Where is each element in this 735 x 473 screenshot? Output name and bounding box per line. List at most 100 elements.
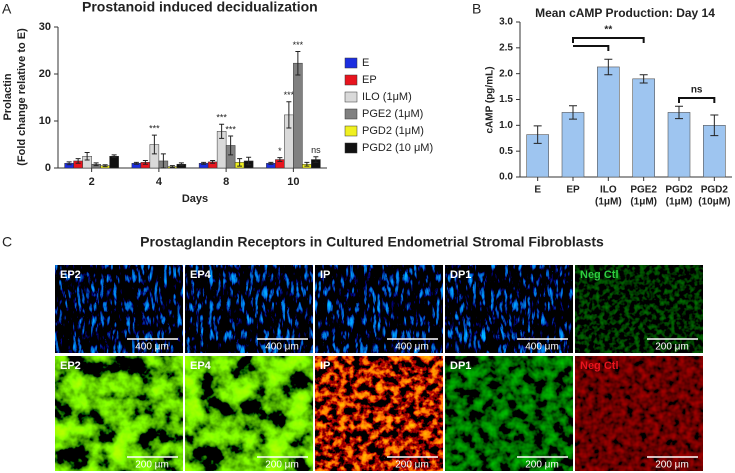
panel-label: A <box>2 1 12 17</box>
panel-label: C <box>2 234 12 250</box>
error-bar <box>102 164 108 168</box>
error-bar <box>639 74 648 84</box>
error-bar <box>84 151 90 161</box>
x-tick-label: 8 <box>223 176 229 188</box>
y-tick-label: 0 <box>45 162 51 174</box>
legend-swatch <box>344 91 358 103</box>
bar <box>667 112 691 178</box>
error-bar <box>710 114 719 137</box>
legend-label: EP <box>362 74 377 86</box>
legend-swatch <box>344 74 358 86</box>
panel-title: Prostaglandin Receptors in Cultured Endo… <box>140 234 604 250</box>
error-bar <box>604 58 613 76</box>
error-bar <box>142 159 148 165</box>
y-tick-label: 20 <box>39 68 51 80</box>
error-bar <box>169 165 175 169</box>
micrograph <box>575 356 703 471</box>
annotation: ** <box>604 25 612 36</box>
significance-label: *** <box>293 40 304 50</box>
image-label: EP2 <box>60 360 81 372</box>
y-tick-label: 2.5 <box>499 42 513 53</box>
error-bar <box>313 156 319 163</box>
scale-label: 400 μm <box>395 342 429 353</box>
error-bar <box>675 105 683 120</box>
micrograph <box>315 265 443 353</box>
x-tick-label: 4 <box>156 176 163 188</box>
micrograph <box>445 356 573 471</box>
error-bar <box>75 158 81 164</box>
x-tick-label: PGD2 <box>665 185 693 196</box>
error-bar <box>569 105 577 120</box>
bar <box>632 78 655 178</box>
error-bar <box>228 135 234 156</box>
significance-label: *** <box>284 90 295 100</box>
x-tick-label: E <box>534 185 541 196</box>
error-bar <box>277 157 283 162</box>
error-bar <box>66 161 72 166</box>
error-bar <box>201 161 207 165</box>
image-label: EP4 <box>190 360 212 372</box>
x-tick-label: (10μM) <box>698 197 730 208</box>
scale-label: 200 μm <box>525 460 559 471</box>
error-bar <box>268 161 274 165</box>
bar <box>293 62 303 169</box>
bar <box>597 66 620 178</box>
error-bar <box>286 101 292 129</box>
bracket <box>572 37 645 43</box>
error-bar <box>151 134 157 155</box>
legend-label: PGD2 (10 μM) <box>362 142 433 154</box>
axis <box>519 22 732 178</box>
y-tick-label: 1.5 <box>499 94 513 105</box>
image-label: IP <box>320 360 330 372</box>
scale-label: 200 μm <box>395 460 429 471</box>
error-bar <box>133 161 139 165</box>
error-bar <box>178 162 184 167</box>
image-label: IP <box>320 269 330 281</box>
legend-swatch <box>344 125 358 137</box>
micrograph <box>55 356 183 471</box>
error-bar <box>304 161 310 167</box>
significance-label: *** <box>149 123 160 133</box>
chart-title: Mean cAMP Production: Day 14 <box>535 6 715 20</box>
x-tick-label: (1μM) <box>630 197 657 208</box>
panel-label: B <box>472 1 481 17</box>
y-tick-label: 30 <box>39 21 51 33</box>
image-label: DP1 <box>450 269 471 281</box>
legend-label: ILO (1μM) <box>362 91 412 103</box>
image-label: DP1 <box>450 360 471 372</box>
error-bar <box>93 162 99 167</box>
bracket <box>678 97 716 103</box>
error-bar <box>160 153 166 169</box>
significance-label: *** <box>225 124 236 134</box>
error-bar <box>237 158 243 167</box>
legend-label: PGD2 (1μM) <box>362 125 424 137</box>
y-tick-label: 2.0 <box>499 68 513 79</box>
y-axis-label: Prolactin <box>2 73 14 120</box>
legend-swatch <box>344 108 358 120</box>
x-tick-label: ILO <box>600 185 617 196</box>
legend-label: E <box>362 57 369 69</box>
x-tick-label: 2 <box>89 176 95 188</box>
image-label: EP2 <box>60 269 81 281</box>
error-bar <box>210 159 216 164</box>
error-bar <box>295 50 301 76</box>
micrograph <box>185 356 313 471</box>
x-tick-label: PGD2 <box>701 185 729 196</box>
image-label: Neg Ctl <box>580 269 619 281</box>
scale-label: 200 μm <box>265 460 299 471</box>
scale-label: 400 μm <box>265 342 299 353</box>
x-tick-label: (1μM) <box>595 197 622 208</box>
x-tick-label: 10 <box>287 176 299 188</box>
error-bar <box>111 154 117 159</box>
y-tick-label: 10 <box>39 115 51 127</box>
scale-label: 400 μm <box>135 342 169 353</box>
x-tick-label: EP <box>566 185 580 196</box>
y-tick-label: 3.0 <box>499 17 513 28</box>
bar <box>561 112 585 178</box>
y-axis-label: cAMP (pg/mL) <box>485 66 496 133</box>
image-label: Neg Ctl <box>580 360 619 372</box>
legend-swatch <box>344 57 358 69</box>
significance-label: * <box>278 146 282 156</box>
micrograph <box>315 356 443 471</box>
